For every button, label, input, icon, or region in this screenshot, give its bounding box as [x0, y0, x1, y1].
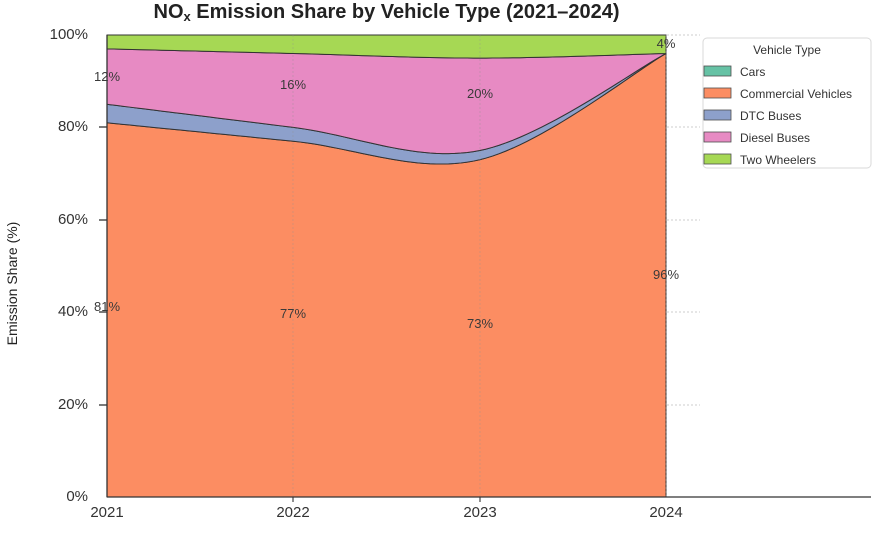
- svg-text:4%: 4%: [657, 36, 676, 51]
- svg-text:Commercial Vehicles: Commercial Vehicles: [740, 87, 852, 101]
- svg-text:Vehicle Type: Vehicle Type: [753, 43, 821, 57]
- svg-text:20%: 20%: [58, 396, 88, 413]
- svg-text:96%: 96%: [653, 267, 679, 282]
- svg-text:77%: 77%: [280, 306, 306, 321]
- svg-text:Cars: Cars: [740, 65, 765, 79]
- svg-text:60%: 60%: [58, 211, 88, 228]
- svg-text:20%: 20%: [467, 86, 493, 101]
- svg-text:Diesel Buses: Diesel Buses: [740, 131, 810, 145]
- svg-text:73%: 73%: [467, 316, 493, 331]
- svg-text:2023: 2023: [463, 504, 496, 521]
- svg-text:DTC Buses: DTC Buses: [740, 109, 801, 123]
- svg-text:80%: 80%: [58, 118, 88, 135]
- svg-text:Two Wheelers: Two Wheelers: [740, 153, 816, 167]
- svg-text:0%: 0%: [66, 488, 88, 505]
- svg-text:81%: 81%: [94, 299, 120, 314]
- svg-text:100%: 100%: [50, 26, 88, 43]
- svg-text:40%: 40%: [58, 303, 88, 320]
- svg-text:2021: 2021: [90, 504, 123, 521]
- svg-text:2024: 2024: [649, 504, 682, 521]
- svg-text:12%: 12%: [94, 69, 120, 84]
- svg-text:2022: 2022: [276, 504, 309, 521]
- svg-text:16%: 16%: [280, 77, 306, 92]
